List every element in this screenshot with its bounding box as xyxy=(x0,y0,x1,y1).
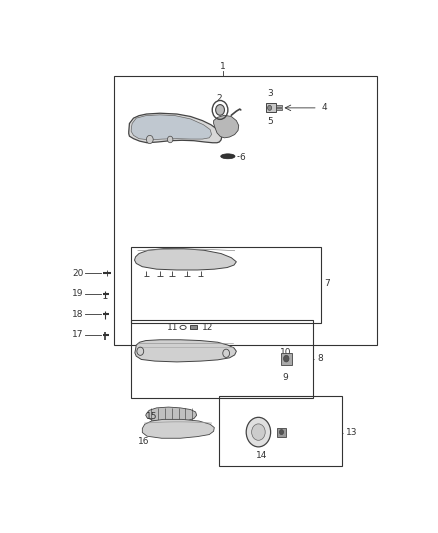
Circle shape xyxy=(251,424,265,440)
Text: 13: 13 xyxy=(346,428,357,437)
PathPatch shape xyxy=(146,407,197,422)
Bar xyxy=(276,105,282,107)
Bar xyxy=(114,76,377,345)
Circle shape xyxy=(215,104,224,115)
PathPatch shape xyxy=(142,419,214,438)
Text: 7: 7 xyxy=(325,279,330,288)
Text: 11: 11 xyxy=(167,323,179,332)
Circle shape xyxy=(146,135,153,143)
Text: 1: 1 xyxy=(220,62,226,71)
Text: 6: 6 xyxy=(240,152,246,161)
Circle shape xyxy=(279,430,283,434)
Bar xyxy=(190,325,197,329)
Bar xyxy=(277,428,286,437)
Bar xyxy=(131,320,313,399)
Bar xyxy=(281,353,292,365)
Text: 3: 3 xyxy=(268,88,273,98)
Text: 5: 5 xyxy=(268,117,273,126)
Circle shape xyxy=(167,136,173,143)
Text: 10: 10 xyxy=(280,349,291,358)
Text: 8: 8 xyxy=(318,354,324,363)
PathPatch shape xyxy=(214,115,239,138)
Text: 19: 19 xyxy=(72,289,84,298)
Circle shape xyxy=(268,106,272,110)
Text: 17: 17 xyxy=(72,330,84,340)
Text: 15: 15 xyxy=(146,413,158,422)
Text: 12: 12 xyxy=(202,323,214,332)
Bar xyxy=(131,247,321,322)
Text: 9: 9 xyxy=(283,373,289,382)
Bar xyxy=(266,103,276,112)
PathPatch shape xyxy=(129,113,222,143)
Circle shape xyxy=(283,356,289,362)
Text: 2: 2 xyxy=(216,94,222,103)
Text: 20: 20 xyxy=(72,269,84,278)
Bar xyxy=(276,108,282,110)
Text: 14: 14 xyxy=(256,450,268,459)
PathPatch shape xyxy=(134,248,237,270)
Text: 4: 4 xyxy=(321,102,327,111)
Circle shape xyxy=(246,417,271,447)
Text: 16: 16 xyxy=(138,437,149,446)
Bar xyxy=(219,397,342,466)
PathPatch shape xyxy=(135,340,237,362)
Text: 18: 18 xyxy=(72,310,84,319)
PathPatch shape xyxy=(131,115,212,140)
Ellipse shape xyxy=(221,154,235,159)
